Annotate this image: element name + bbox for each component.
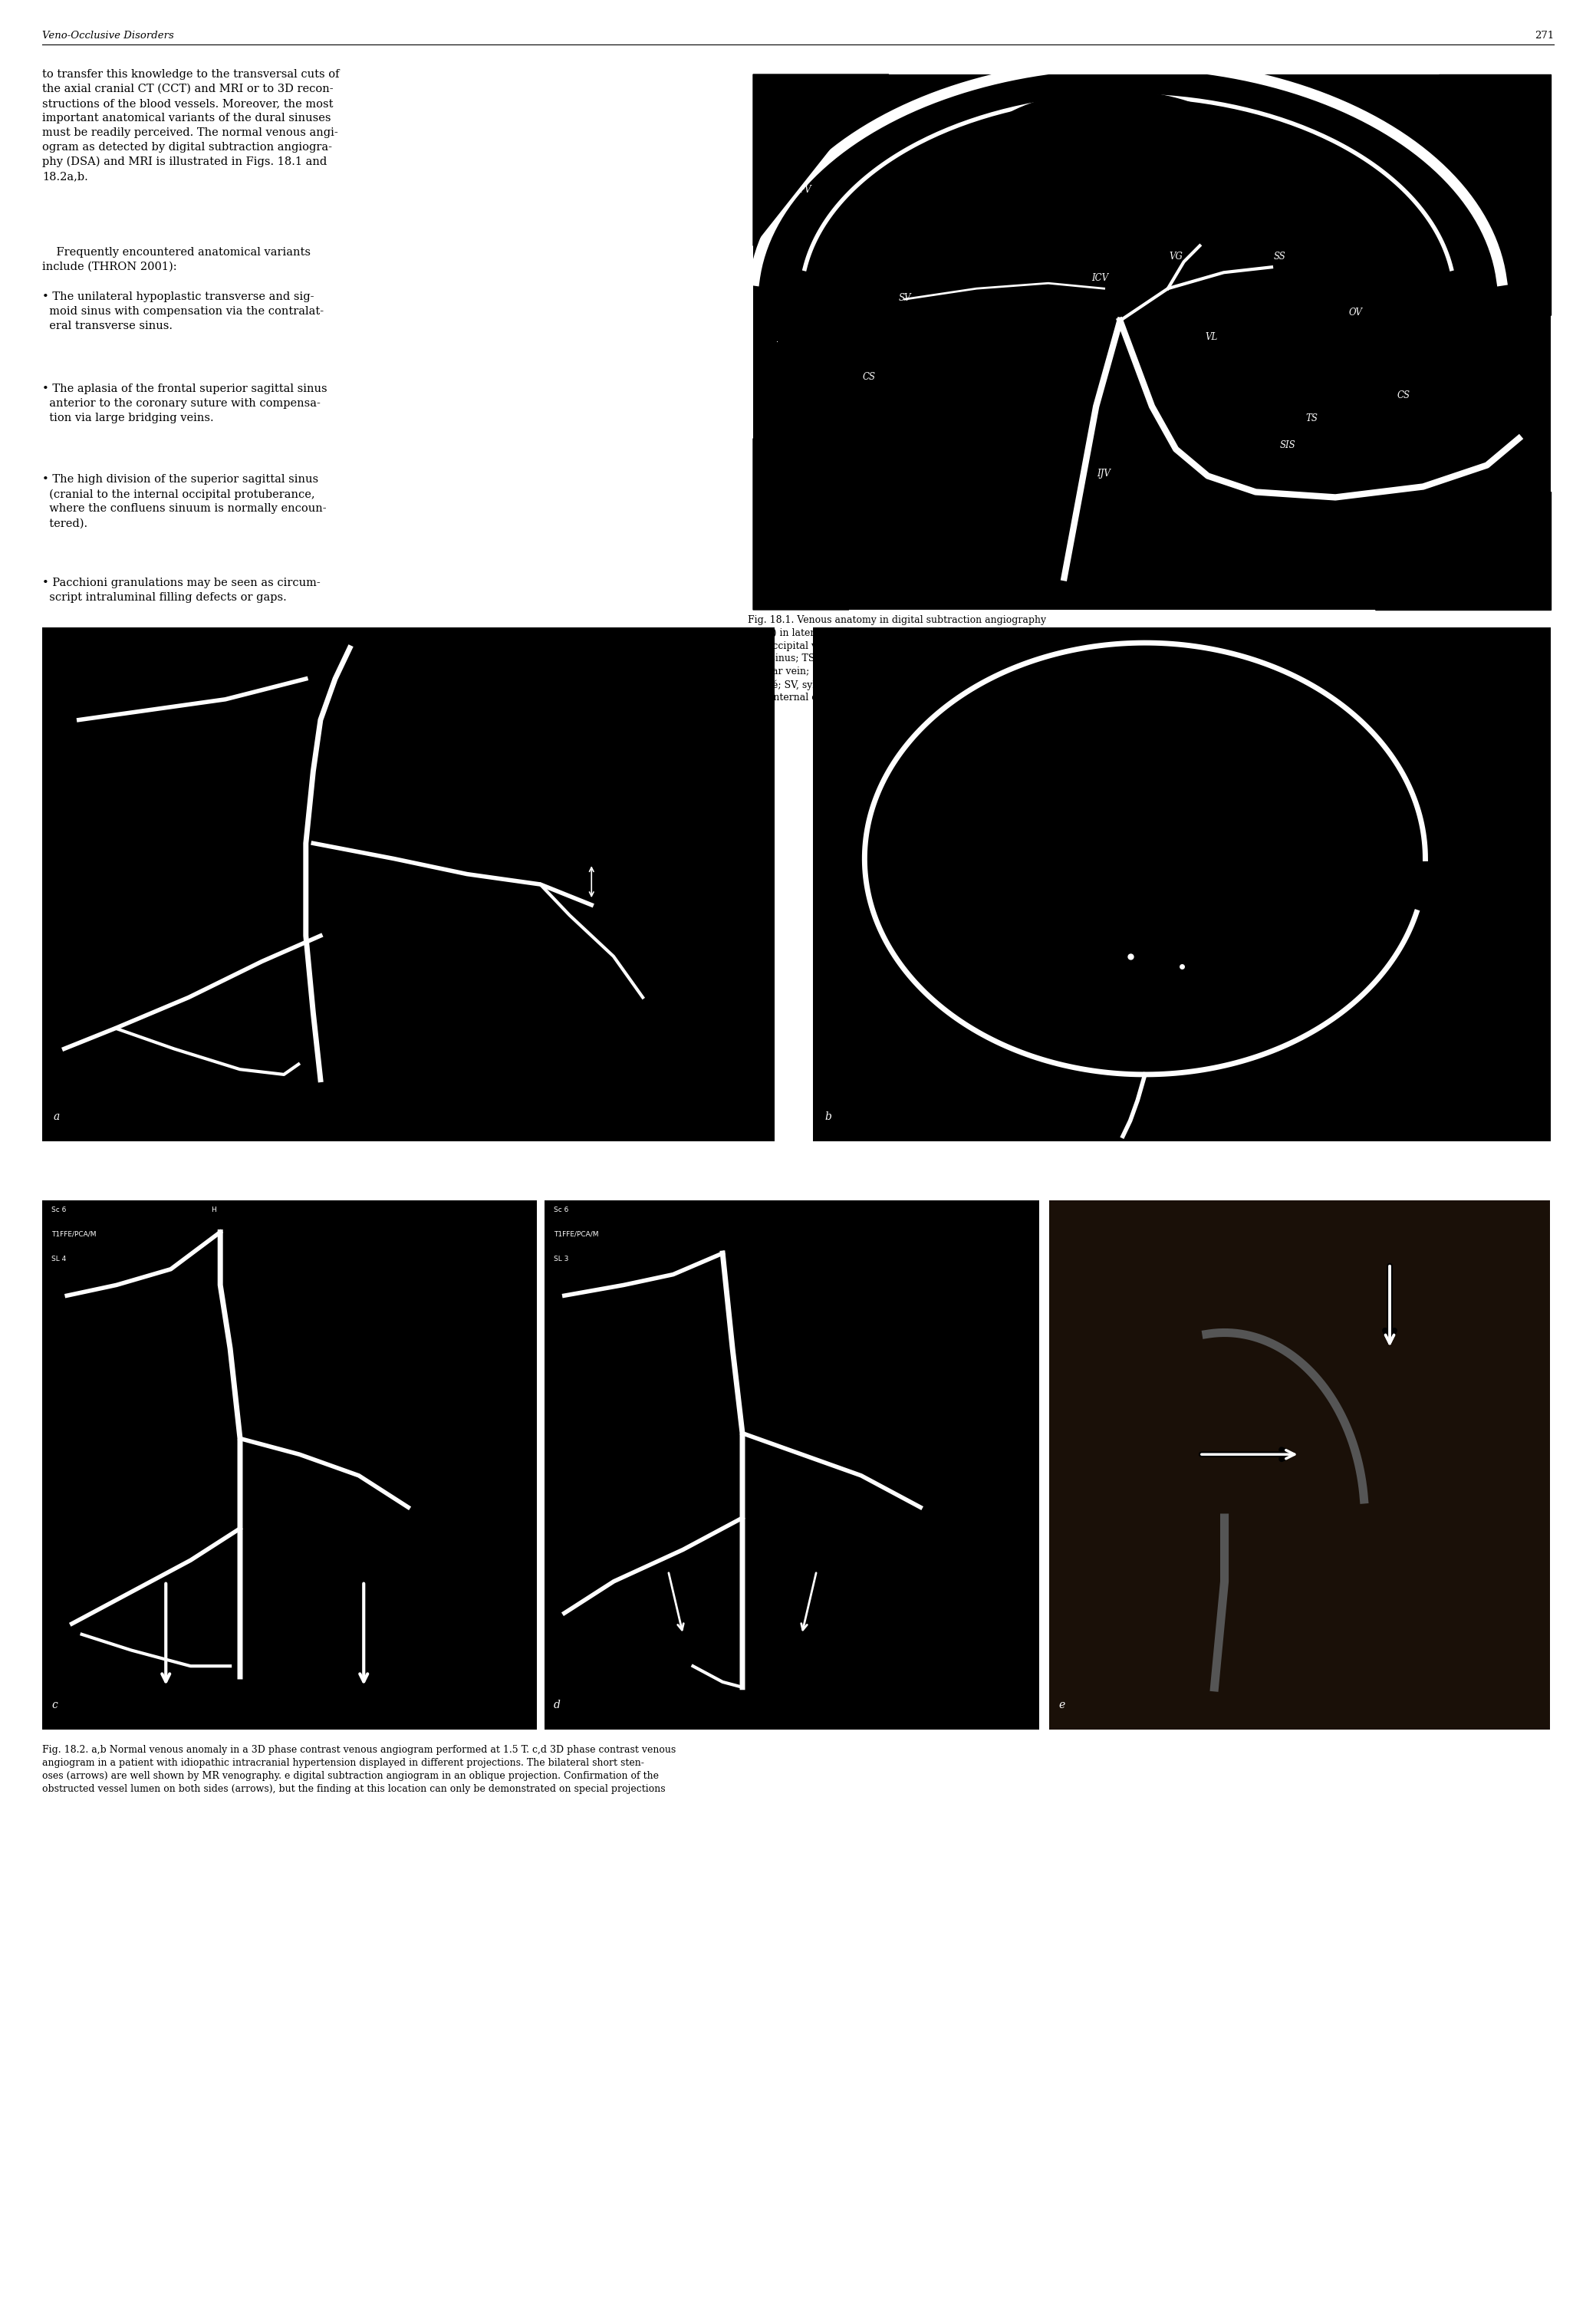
Text: IJV: IJV	[1096, 469, 1111, 479]
Text: H: H	[211, 1206, 215, 1213]
Text: ICV: ICV	[1092, 274, 1109, 283]
Polygon shape	[1376, 492, 1551, 610]
Text: b: b	[825, 1111, 832, 1123]
Text: Frequently encountered anatomical variants
include (THRON 2001):: Frequently encountered anatomical varian…	[41, 246, 311, 272]
Text: Fig. 18.1. Venous anatomy in digital subtraction angiography
(DSA) in lateral pr: Fig. 18.1. Venous anatomy in digital sub…	[749, 614, 1066, 702]
Text: • Pacchioni granulations may be seen as circum-
  script intraluminal filling de: • Pacchioni granulations may be seen as …	[41, 578, 321, 603]
Polygon shape	[753, 74, 889, 246]
Text: SSS: SSS	[1100, 99, 1117, 108]
Bar	[812, 628, 1551, 1141]
Text: T1FFE/PCA/M: T1FFE/PCA/M	[51, 1231, 96, 1238]
Bar	[41, 1201, 536, 1730]
Text: e: e	[1058, 1700, 1065, 1710]
Text: 271: 271	[1534, 30, 1555, 41]
Polygon shape	[1440, 74, 1551, 315]
Text: SV: SV	[899, 292, 911, 304]
Text: SIS: SIS	[1280, 439, 1296, 451]
Text: Sc 6: Sc 6	[51, 1206, 67, 1213]
Text: VL: VL	[1205, 331, 1218, 343]
Text: Fig. 18.2. a,b Normal venous anomaly in a 3D phase contrast venous angiogram per: Fig. 18.2. a,b Normal venous anomaly in …	[41, 1744, 675, 1795]
Text: CS: CS	[1396, 391, 1409, 400]
Text: • The aplasia of the frontal superior sagittal sinus
  anterior to the coronary : • The aplasia of the frontal superior sa…	[41, 384, 327, 423]
Text: OV: OV	[1349, 308, 1363, 318]
Text: to transfer this knowledge to the transversal cuts of
the axial cranial CT (CCT): to transfer this knowledge to the transv…	[41, 69, 340, 182]
Text: VG: VG	[1168, 251, 1183, 262]
Text: PV: PV	[1226, 186, 1238, 196]
Text: d: d	[554, 1700, 560, 1710]
Text: • The high division of the superior sagittal sinus
  (cranial to the internal oc: • The high division of the superior sagi…	[41, 474, 327, 529]
Text: • The unilateral hypoplastic transverse and sig-
  moid sinus with compensation : • The unilateral hypoplastic transverse …	[41, 292, 324, 331]
Text: Sc 6: Sc 6	[554, 1206, 568, 1213]
Bar	[41, 628, 774, 1141]
Polygon shape	[753, 439, 849, 610]
Text: TS: TS	[1306, 414, 1318, 423]
Bar	[753, 74, 1551, 610]
Text: T1FFE/PCA/M: T1FFE/PCA/M	[554, 1231, 598, 1238]
Text: ISS: ISS	[1009, 184, 1025, 196]
Text: c: c	[51, 1700, 57, 1710]
Bar	[544, 1201, 1039, 1730]
Bar	[1049, 1201, 1550, 1730]
Text: a: a	[54, 1111, 61, 1123]
Text: CS: CS	[862, 373, 875, 382]
Text: Veno-Occlusive Disorders: Veno-Occlusive Disorders	[41, 30, 174, 41]
Text: SL 3: SL 3	[554, 1256, 568, 1263]
Text: SL 4: SL 4	[51, 1256, 65, 1263]
Polygon shape	[969, 90, 1256, 239]
Text: SS: SS	[1274, 251, 1286, 262]
Text: FV: FV	[798, 184, 811, 196]
